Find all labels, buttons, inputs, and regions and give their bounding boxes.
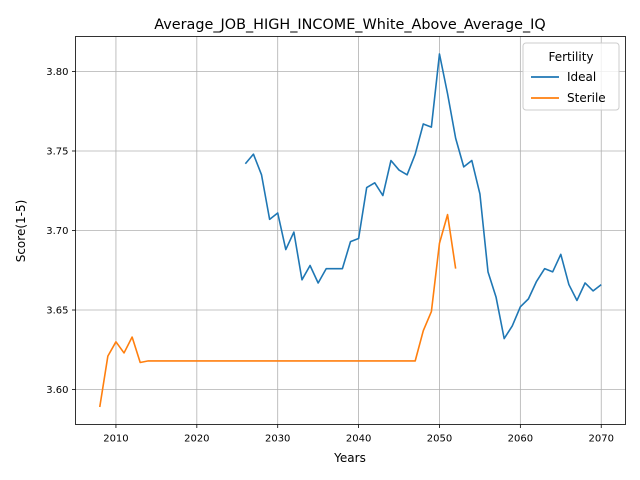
x-tick-label: 2050: [427, 434, 452, 445]
y-axis-label: Score(1-5): [14, 200, 28, 263]
series-lines: [98, 53, 602, 408]
y-tick-label: 3.65: [46, 306, 68, 317]
y-tick-label: 3.60: [46, 385, 68, 396]
series-line-ideal: [244, 53, 602, 340]
y-axis-ticks: 3.60 3.65 3.70 3.75 3.80: [46, 67, 76, 396]
series-line-sterile: [98, 213, 457, 408]
plot-frame: [75, 36, 626, 425]
x-tick-label: 2040: [346, 434, 371, 445]
x-axis-ticks: 2010 2020 2030 2040 2050 2060 2070: [103, 424, 614, 445]
y-tick-label: 3.75: [46, 146, 68, 157]
y-tick-label: 3.80: [46, 67, 68, 78]
x-tick-label: 2070: [589, 434, 614, 445]
x-tick-label: 2060: [508, 434, 533, 445]
legend-label-sterile: Sterile: [567, 91, 606, 105]
legend-title: Fertility: [548, 50, 593, 64]
x-tick-label: 2010: [103, 434, 128, 445]
x-axis-label: Years: [333, 451, 366, 465]
legend-box: [522, 42, 620, 111]
x-tick-label: 2020: [184, 434, 209, 445]
chart-title: Average_JOB_HIGH_INCOME_White_Above_Aver…: [154, 17, 546, 33]
legend-label-ideal: Ideal: [567, 70, 596, 84]
grid-lines: [75, 36, 626, 425]
y-tick-label: 3.70: [46, 226, 68, 237]
legend: Fertility Ideal Sterile: [522, 42, 620, 111]
x-tick-label: 2030: [265, 434, 290, 445]
